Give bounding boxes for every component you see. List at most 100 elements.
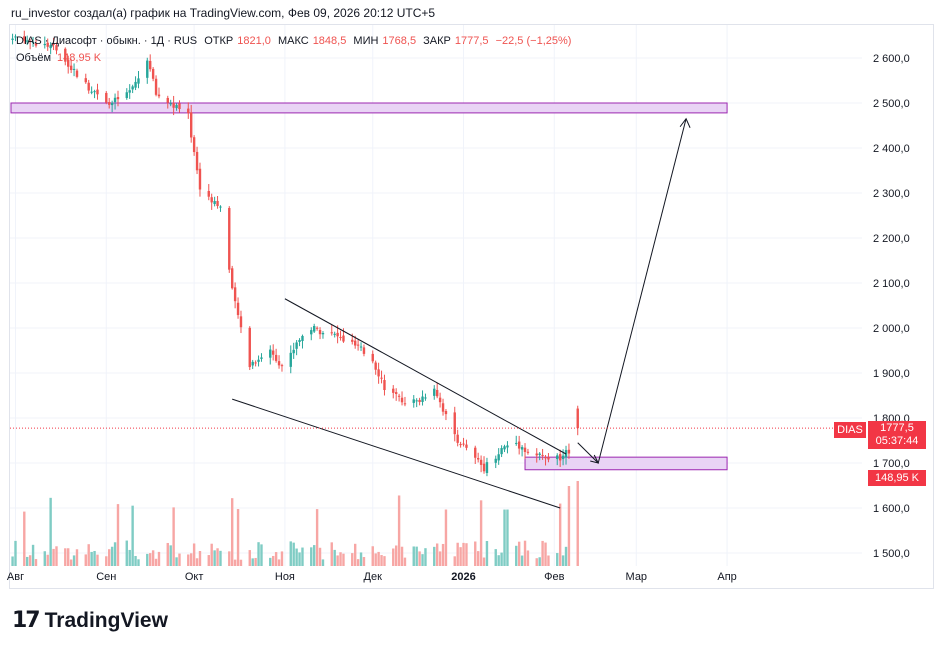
x-tick-label: Авг [7, 571, 24, 583]
volume-bar [576, 481, 579, 566]
candle-body [526, 451, 530, 453]
volume-bar [362, 557, 366, 566]
volume-bar [254, 557, 257, 566]
symbol-name[interactable]: DIAS · Диасофт · обыкн. · 1Д · RUS [16, 35, 198, 47]
x-tick-label: Фев [544, 571, 564, 583]
candle-body [87, 82, 90, 91]
candle-body [228, 208, 231, 270]
volume-bar [154, 558, 158, 566]
candle-body [456, 434, 459, 443]
x-tick-label: Окт [185, 571, 204, 583]
candle-body [394, 392, 398, 395]
candle-body [444, 410, 448, 415]
y-tick-label: 2 000,0 [873, 323, 910, 335]
volume-bar [93, 550, 96, 566]
candle-body [424, 397, 427, 399]
candle-body [362, 347, 366, 354]
volume-bar [110, 546, 114, 566]
volume-bar [251, 558, 254, 566]
y-tick-label: 2 400,0 [873, 143, 910, 155]
candle-body [318, 329, 322, 335]
candle-body [538, 453, 541, 455]
candle-body [453, 412, 456, 435]
candle-body [166, 97, 169, 103]
tradingview-logo[interactable]: 17 TradingView [12, 608, 168, 633]
volume-bar [523, 540, 527, 566]
candle-body [239, 316, 243, 328]
volume-bar [538, 557, 541, 566]
candle-body [465, 444, 468, 448]
volume-bar [84, 554, 87, 566]
y-tick-label: 2 300,0 [873, 188, 910, 200]
volume-bar [392, 548, 395, 566]
candle-body [187, 108, 190, 114]
candle-body [497, 454, 500, 461]
last-price-box: 1777,5 05:37:44 [868, 421, 926, 449]
candle-body [26, 40, 29, 42]
volume-bar [96, 554, 99, 566]
candle-body [248, 327, 251, 368]
support-zone [524, 456, 728, 471]
volume-bar [69, 559, 73, 566]
candle-body [46, 42, 49, 47]
volume-bar [228, 551, 231, 566]
volume-bar [236, 509, 240, 566]
candle-body [547, 457, 550, 460]
volume-bar [397, 495, 401, 566]
candle-body [441, 403, 445, 412]
candle-body [14, 36, 17, 38]
volume-bar [494, 549, 497, 566]
candle-body [567, 449, 571, 454]
volume-bar [166, 542, 169, 566]
candle-body [52, 43, 55, 45]
volume-bar [125, 540, 128, 566]
volume-bar [175, 557, 178, 566]
candle-body [207, 190, 210, 197]
volume-bar [75, 549, 79, 566]
volume-bar [359, 552, 363, 566]
x-tick-label: 2026 [451, 571, 475, 583]
candle-body [485, 462, 489, 473]
volume-bar [169, 545, 172, 566]
candle-body [541, 454, 544, 456]
candle-body [321, 332, 325, 335]
candle-body [137, 78, 140, 84]
volume-bar [14, 540, 17, 566]
candle-body [503, 446, 506, 450]
volume-bar [383, 556, 386, 566]
candle-body [34, 43, 38, 46]
candle-body [517, 441, 521, 449]
candle-body [301, 335, 304, 341]
volume-bar [87, 544, 90, 566]
candle-body [403, 403, 407, 405]
candle-body [383, 380, 386, 391]
candle-body [459, 444, 462, 446]
volume-bar [371, 546, 374, 566]
volume-bar [128, 549, 131, 566]
candle-body [392, 388, 395, 393]
y-tick-label: 1 500,0 [873, 548, 910, 560]
candle-body [72, 68, 76, 70]
volume-bar [330, 542, 333, 566]
candle-body [28, 40, 32, 43]
candle-body [254, 362, 257, 364]
volume-bar [342, 553, 345, 566]
volume-bar [105, 556, 108, 566]
forecast-leg-down [577, 442, 599, 464]
candle-body [213, 201, 216, 205]
candle-body [257, 359, 260, 362]
candle-body [105, 92, 108, 103]
volume-bar [187, 554, 190, 566]
candle-body [131, 86, 134, 90]
volume-bar [520, 555, 524, 566]
candle-body [23, 36, 26, 41]
candle-body [576, 408, 579, 429]
close-value: 1777,5 [454, 35, 489, 47]
candle-body [312, 325, 316, 332]
candle-body [374, 362, 377, 370]
candle-body [125, 92, 128, 98]
volume-bar [146, 553, 149, 566]
candle-body [90, 91, 93, 93]
volume-bar [418, 551, 421, 566]
